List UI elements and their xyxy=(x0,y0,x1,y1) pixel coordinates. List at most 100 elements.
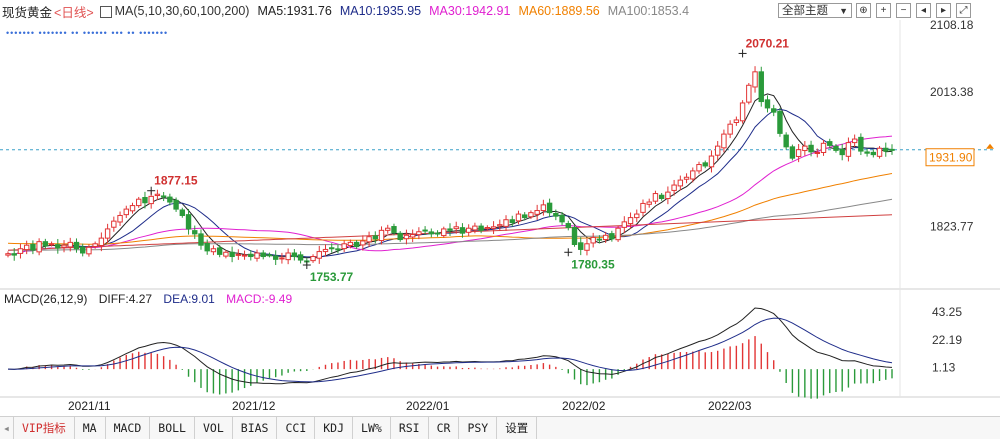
candle-body xyxy=(329,247,335,250)
candle-body xyxy=(783,134,789,148)
x-tick-label: 2022/03 xyxy=(708,399,752,413)
candle-body xyxy=(98,237,105,246)
theme-select[interactable]: 全部主题 ▼ xyxy=(778,3,852,18)
candle-body xyxy=(640,202,646,213)
candle-body xyxy=(671,184,677,191)
candle-body xyxy=(777,110,783,134)
crosshair-icon[interactable]: ⊕ xyxy=(856,3,871,18)
candle-body xyxy=(739,102,746,122)
candle-body xyxy=(353,241,360,248)
candle-body xyxy=(142,197,148,204)
macd-axis-label: 43.25 xyxy=(932,305,962,319)
candle-body xyxy=(173,199,179,210)
candle-body xyxy=(73,241,80,250)
candle-body xyxy=(129,205,136,212)
candle-body xyxy=(746,84,752,103)
candle-body xyxy=(192,230,198,235)
candle-body xyxy=(111,220,117,228)
candle-body xyxy=(534,210,540,215)
zoom-out-icon[interactable]: − xyxy=(896,3,911,18)
ma-settings-icon[interactable] xyxy=(99,6,112,18)
tab-boll[interactable]: BOLL xyxy=(150,417,195,439)
candle-body xyxy=(702,162,708,167)
candle-body xyxy=(565,223,571,229)
candle-body xyxy=(48,243,55,246)
candle-body xyxy=(304,260,310,263)
candle-body xyxy=(578,242,584,250)
instrument-title[interactable]: 现货黄金 xyxy=(2,5,53,20)
x-tick-label: 2022/02 xyxy=(562,399,606,413)
candle-body xyxy=(23,244,30,251)
candle-body xyxy=(733,119,740,123)
zoom-in-icon[interactable]: + xyxy=(876,3,891,18)
candle-body xyxy=(266,254,273,257)
candle-body xyxy=(864,151,870,154)
tab-ma[interactable]: MA xyxy=(75,417,106,439)
ma30-value: MA30:1942.91 xyxy=(429,4,511,18)
move-right-icon[interactable]: ▸ xyxy=(936,3,951,18)
candle-body xyxy=(5,253,11,256)
theme-select-label: 全部主题 xyxy=(782,5,828,17)
candle-body xyxy=(397,232,403,241)
tab-macd[interactable]: MACD xyxy=(106,417,151,439)
candle-body xyxy=(372,235,378,240)
tab-vip-indicator[interactable]: VIP指标 xyxy=(14,417,75,439)
ma100-line xyxy=(8,198,893,251)
candle-body xyxy=(858,136,864,152)
ma60-line xyxy=(7,173,893,245)
candle-body xyxy=(385,227,391,231)
tab-lw[interactable]: LW% xyxy=(353,417,391,439)
candle-body xyxy=(820,142,827,154)
candle-body xyxy=(883,147,889,152)
tab-kdj[interactable]: KDJ xyxy=(315,417,354,439)
candle-body xyxy=(789,146,796,159)
current-price-box xyxy=(925,148,975,167)
candle-body xyxy=(839,149,845,156)
tab-psy[interactable]: PSY xyxy=(459,417,498,439)
ma30-line xyxy=(7,135,893,255)
tab-cci[interactable]: CCI xyxy=(277,417,316,439)
candle-body xyxy=(80,246,86,254)
candle-body xyxy=(876,147,883,157)
candle-body xyxy=(665,191,671,199)
candle-body xyxy=(154,193,161,197)
ma10-line xyxy=(7,108,893,258)
candle-body xyxy=(185,214,192,230)
candle-body xyxy=(254,252,260,259)
candle-body xyxy=(889,148,895,151)
candle-body xyxy=(546,202,553,214)
tab-bias[interactable]: BIAS xyxy=(233,417,278,439)
chart-header: 现货黄金 <日线> MA(5,10,30,60,100,200) MA5:193… xyxy=(0,0,1000,22)
candle-body xyxy=(216,247,223,255)
tab-cr[interactable]: CR xyxy=(429,417,460,439)
move-left-icon[interactable]: ◂ xyxy=(916,3,931,18)
macd-title[interactable]: MACD(26,12,9) xyxy=(4,292,88,306)
low2-annotation: 1780.35 xyxy=(571,257,615,271)
candle-body xyxy=(279,257,285,260)
tab-settings[interactable]: 设置 xyxy=(497,417,538,439)
candle-body xyxy=(366,236,372,243)
candle-body xyxy=(571,227,578,245)
candle-body xyxy=(160,195,167,198)
period-selector[interactable]: <日线> xyxy=(54,5,94,20)
tab-rsi[interactable]: RSI xyxy=(391,417,429,439)
candle-body xyxy=(590,236,596,244)
ma-parameters[interactable]: MA(5,10,30,60,100,200) xyxy=(114,4,250,18)
candle-body xyxy=(360,240,366,246)
candle-body xyxy=(316,251,322,259)
fullscreen-icon[interactable]: ⤢ xyxy=(956,3,971,18)
candle-body xyxy=(223,251,229,257)
macd-axis-label: 1.13 xyxy=(932,361,956,375)
ma5-value: MA5:1931.76 xyxy=(257,4,332,18)
candle-body xyxy=(447,228,453,231)
candle-body xyxy=(652,193,659,202)
candle-body xyxy=(795,149,802,157)
candle-body xyxy=(658,194,665,199)
candle-body xyxy=(422,229,428,232)
event-markers[interactable]: ••••••• ••••••• •• •••••• ••• •• ••••••• xyxy=(6,28,169,38)
candle-body xyxy=(627,217,634,225)
scroll-left-icon[interactable]: ◂ xyxy=(0,417,14,439)
candle-body xyxy=(522,214,528,219)
tab-vol[interactable]: VOL xyxy=(195,417,233,439)
